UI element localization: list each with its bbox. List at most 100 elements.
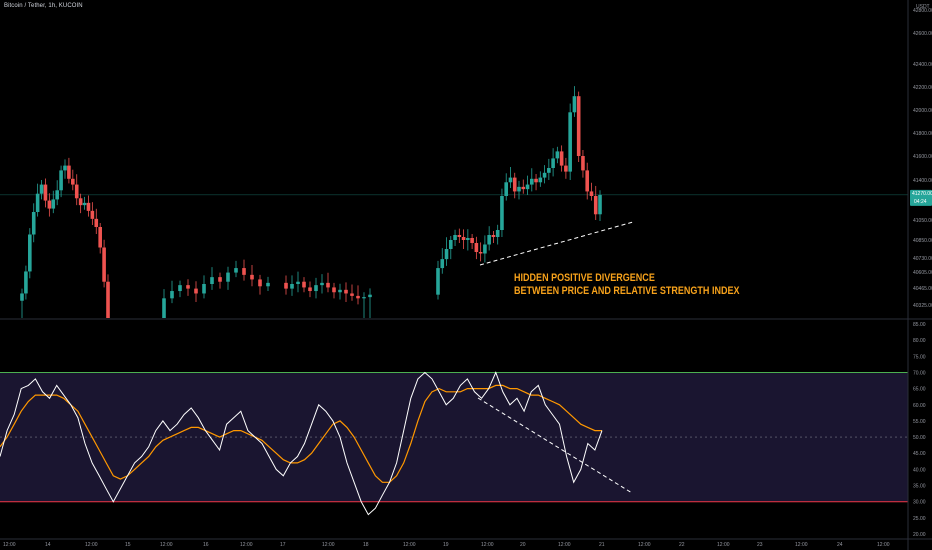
candle-body[interactable] bbox=[326, 282, 330, 288]
candle-body[interactable] bbox=[74, 184, 79, 199]
candle-body[interactable] bbox=[461, 237, 466, 240]
candle-body[interactable] bbox=[508, 177, 513, 183]
candle-body[interactable] bbox=[258, 279, 262, 287]
candle-body[interactable] bbox=[102, 247, 106, 282]
candle-body[interactable] bbox=[59, 170, 63, 191]
candle-body[interactable] bbox=[67, 165, 71, 179]
rsi-moving-average-line[interactable] bbox=[0, 384, 602, 483]
candle-body[interactable] bbox=[529, 178, 534, 185]
candle-body[interactable] bbox=[356, 295, 360, 299]
candle-body[interactable] bbox=[491, 235, 496, 237]
candle-body[interactable] bbox=[250, 274, 254, 280]
price-pane[interactable] bbox=[0, 86, 932, 320]
candle-body[interactable] bbox=[453, 235, 457, 240]
candle-body[interactable] bbox=[512, 177, 517, 192]
candle-body[interactable] bbox=[39, 184, 44, 194]
candle-body[interactable] bbox=[31, 212, 36, 235]
candle-body[interactable] bbox=[71, 178, 75, 185]
candle-body[interactable] bbox=[436, 268, 440, 295]
candle-body[interactable] bbox=[448, 240, 453, 249]
candle-body[interactable] bbox=[474, 243, 479, 252]
candle-body[interactable] bbox=[218, 277, 222, 282]
candle-body[interactable] bbox=[344, 289, 348, 294]
candle-body[interactable] bbox=[28, 234, 32, 272]
candle-body[interactable] bbox=[55, 190, 59, 200]
candle-body[interactable] bbox=[284, 282, 288, 289]
candle-body[interactable] bbox=[538, 177, 543, 183]
candle-body[interactable] bbox=[308, 287, 312, 292]
candle-body[interactable] bbox=[457, 235, 462, 237]
candle-body[interactable] bbox=[106, 281, 110, 318]
candle-body[interactable] bbox=[564, 165, 568, 172]
candle-body[interactable] bbox=[585, 170, 590, 192]
candle-body[interactable] bbox=[210, 277, 214, 284]
candle-body[interactable] bbox=[63, 165, 67, 171]
candle-body[interactable] bbox=[194, 288, 198, 294]
price-trendline[interactable] bbox=[479, 221, 634, 266]
candle-body[interactable] bbox=[43, 184, 48, 201]
candle-body[interactable] bbox=[350, 293, 354, 296]
candle-body[interactable] bbox=[576, 96, 581, 156]
candle-body[interactable] bbox=[186, 285, 190, 289]
candle-body[interactable] bbox=[517, 186, 521, 192]
candle-body[interactable] bbox=[589, 191, 594, 196]
candle-body[interactable] bbox=[296, 281, 300, 284]
rsi-trendline[interactable] bbox=[477, 397, 633, 494]
candle-body[interactable] bbox=[568, 112, 572, 172]
candle-body[interactable] bbox=[47, 200, 52, 209]
candle-body[interactable] bbox=[598, 194, 602, 215]
candle-body[interactable] bbox=[581, 156, 585, 171]
candle-body[interactable] bbox=[487, 235, 491, 245]
candle-body[interactable] bbox=[495, 230, 500, 237]
candle-body[interactable] bbox=[90, 210, 95, 219]
candle-body[interactable] bbox=[35, 193, 40, 212]
candle-body[interactable] bbox=[338, 289, 342, 293]
candle-body[interactable] bbox=[559, 151, 564, 166]
candle-body[interactable] bbox=[98, 227, 102, 248]
candle-body[interactable] bbox=[504, 182, 509, 196]
candle-body[interactable] bbox=[320, 282, 324, 286]
candle-body[interactable] bbox=[178, 285, 182, 292]
candle-body[interactable] bbox=[444, 249, 449, 260]
candle-body[interactable] bbox=[82, 202, 87, 206]
candle-body[interactable] bbox=[226, 272, 230, 282]
candle-body[interactable] bbox=[551, 158, 555, 168]
candle-body[interactable] bbox=[440, 259, 445, 269]
rsi-axis[interactable]: 85.00 80.00 75.00 70.00 65.00 60.00 55.00 50.00… bbox=[913, 322, 926, 538]
candle-body[interactable] bbox=[542, 172, 547, 178]
candle-body[interactable] bbox=[572, 96, 577, 113]
candle-body[interactable] bbox=[314, 285, 318, 292]
candle-body[interactable] bbox=[51, 199, 56, 209]
candle-body[interactable] bbox=[290, 284, 294, 289]
candle-body[interactable] bbox=[202, 284, 206, 294]
rsi-pane[interactable] bbox=[0, 371, 932, 540]
candle-body[interactable] bbox=[470, 238, 474, 243]
candle-body[interactable] bbox=[234, 268, 238, 273]
candle-body[interactable] bbox=[242, 268, 246, 275]
candle-body[interactable] bbox=[547, 168, 551, 173]
rsi-line[interactable] bbox=[0, 371, 603, 516]
candle-body[interactable] bbox=[362, 297, 366, 299]
candle-body[interactable] bbox=[521, 186, 526, 190]
candle-body[interactable] bbox=[466, 238, 470, 240]
time-axis[interactable]: 12:00 14 12:00 15 12:00 16 12:00 17 12:00 18 12:00… bbox=[3, 542, 890, 548]
candle-body[interactable] bbox=[534, 178, 538, 183]
candle-body[interactable] bbox=[86, 202, 91, 211]
candle-body[interactable] bbox=[94, 218, 99, 227]
candle-body[interactable] bbox=[593, 196, 598, 215]
candle-body[interactable] bbox=[332, 287, 336, 293]
candle-body[interactable] bbox=[500, 196, 504, 230]
candle-body[interactable] bbox=[266, 282, 270, 287]
candle-body[interactable] bbox=[170, 291, 174, 299]
candle-body[interactable] bbox=[555, 151, 560, 159]
candle-body[interactable] bbox=[24, 271, 28, 294]
candle-body[interactable] bbox=[78, 198, 83, 206]
candle-body[interactable] bbox=[368, 294, 372, 298]
candle-body[interactable] bbox=[20, 293, 24, 301]
candle-body[interactable] bbox=[162, 298, 166, 318]
candle-body[interactable] bbox=[302, 281, 306, 288]
candle-body[interactable] bbox=[483, 244, 487, 254]
candle-body[interactable] bbox=[478, 252, 483, 254]
